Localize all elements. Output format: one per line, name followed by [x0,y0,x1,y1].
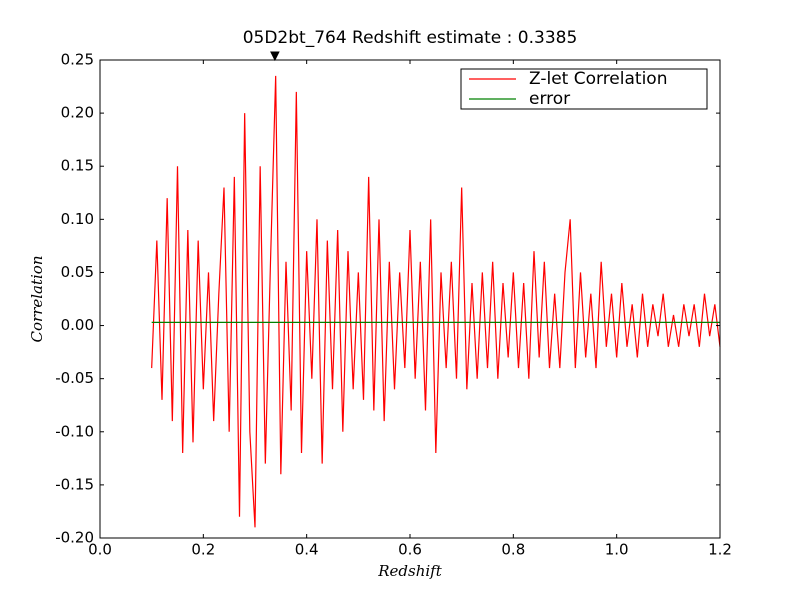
x-axis-label: Redshift [377,562,442,580]
x-tick-label: 0.8 [501,541,525,559]
redshift-marker [270,51,280,62]
y-tick-label: -0.10 [55,422,94,440]
y-tick-label: -0.15 [55,475,94,493]
x-tick-label: 0.4 [295,541,319,559]
y-tick-label: 0.05 [61,263,94,281]
y-tick-label: 0.20 [61,104,94,122]
x-tick-label: 0.6 [398,541,422,559]
y-tick-label: 0.00 [61,316,94,334]
legend-label: error [529,89,570,109]
y-tick-label: -0.20 [55,529,94,547]
y-tick-label: -0.05 [55,369,94,387]
y-tick-label: 0.25 [61,51,94,69]
legend-box [460,68,708,110]
legend-label: Z-let Correlation [529,69,667,89]
chart-title: 05D2bt_764 Redshift estimate : 0.3385 [243,28,578,48]
y-tick-label: 0.10 [61,210,94,228]
series-line [151,75,721,528]
x-tick-label: 1.2 [708,541,732,559]
x-tick-label: 0.0 [88,541,112,559]
y-axis-label: Correlation [28,256,46,343]
x-tick-label: 1.0 [605,541,629,559]
x-tick-label: 0.2 [191,541,215,559]
y-tick-label: 0.15 [61,157,94,175]
